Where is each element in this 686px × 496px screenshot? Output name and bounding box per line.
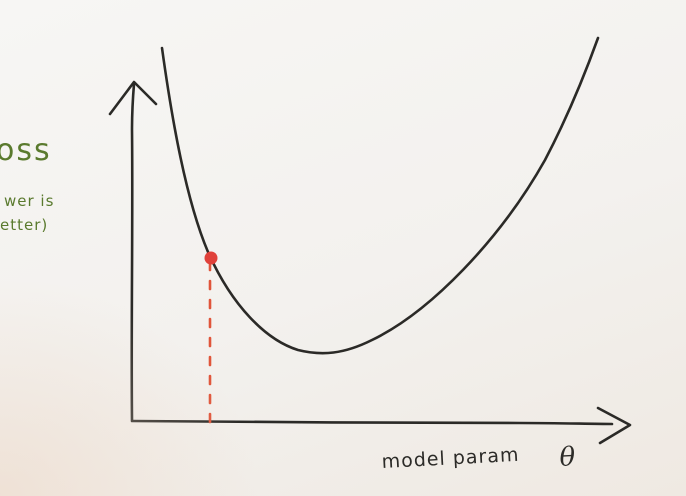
y-axis-note-line-1: wer is [4, 192, 54, 210]
y-axis-arrowhead [108, 80, 158, 116]
x-axis-arrowhead [596, 406, 632, 445]
loss-curve [160, 36, 600, 355]
y-axis-line [130, 82, 136, 422]
y-axis-note-line-2: etter) [0, 216, 48, 234]
y-axis-label: oss [0, 133, 52, 168]
x-axis-theta-symbol: θ [559, 442, 577, 473]
x-axis-line [130, 419, 614, 426]
current-point-marker [204, 251, 218, 265]
x-axis-label: model param [381, 444, 520, 473]
